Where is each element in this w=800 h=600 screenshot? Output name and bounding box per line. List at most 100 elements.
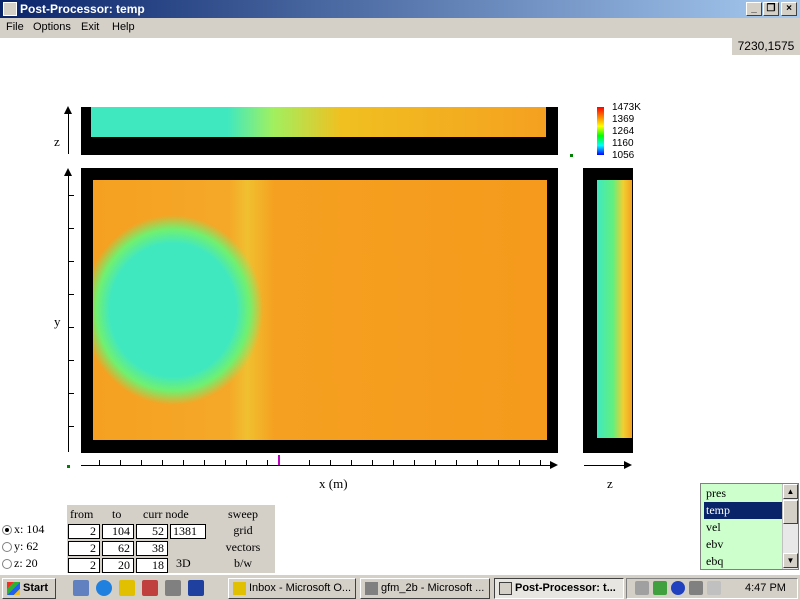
start-label: Start — [23, 582, 49, 594]
word-icon[interactable] — [188, 580, 204, 596]
zy-contour-map[interactable] — [583, 168, 633, 453]
task-gfm[interactable]: gfm_2b - Microsoft ... — [360, 578, 490, 599]
y-tick — [68, 294, 74, 295]
task-label: gfm_2b - Microsoft ... — [381, 582, 485, 594]
header-curr-node: curr node — [143, 507, 189, 521]
x-axis — [81, 465, 553, 466]
bw-button[interactable]: b/w — [234, 556, 252, 570]
scroll-down-icon[interactable]: ▼ — [783, 553, 798, 568]
colorbar-label-min: 1056 — [612, 150, 635, 161]
vectors-button[interactable]: vectors — [225, 540, 261, 554]
x-tick — [204, 460, 205, 465]
zy-temperature-field — [597, 180, 632, 438]
z-axis-side-arrow-icon — [624, 461, 632, 469]
task-label: Inbox - Microsoft O... — [249, 582, 352, 594]
tool-quicklaunch-icon[interactable] — [165, 580, 181, 596]
x-tick — [372, 460, 373, 465]
xz-temperature-field — [91, 107, 546, 137]
to-z-input[interactable]: 20 — [102, 558, 134, 573]
xy-temperature-field — [93, 180, 547, 440]
x-tick — [309, 460, 310, 465]
volume-icon[interactable] — [635, 581, 649, 595]
from-x-input[interactable]: 2 — [68, 524, 100, 539]
app-quicklaunch-icon[interactable] — [142, 580, 158, 596]
curr-y-input[interactable]: 38 — [136, 541, 168, 556]
origin-marker — [67, 465, 70, 468]
radio-x-plane[interactable]: x: 104 — [2, 522, 44, 537]
colorbar-label: 1369 — [612, 114, 635, 125]
control-panel — [67, 505, 275, 573]
from-y-input[interactable]: 2 — [68, 541, 100, 556]
curr-x-input[interactable]: 52 — [136, 524, 168, 539]
x-axis-arrow-icon — [550, 461, 558, 469]
to-x-input[interactable]: 104 — [102, 524, 134, 539]
z-axis-side — [584, 465, 628, 466]
list-item-ebq[interactable]: ebq — [706, 554, 724, 568]
tray-app-icon[interactable] — [671, 581, 685, 595]
x-tick — [99, 460, 100, 465]
colorbar-label: 1160 — [612, 138, 634, 149]
variable-listbox[interactable]: pres temp vel ebv ebq ▲ ▼ — [700, 483, 799, 570]
clock[interactable]: 4:47 PM — [745, 582, 786, 594]
x-tick — [162, 460, 163, 465]
y-tick — [68, 228, 74, 229]
list-item-pres[interactable]: pres — [706, 486, 726, 500]
post-processor-task-icon — [499, 582, 512, 595]
curr-z-input[interactable]: 18 — [136, 558, 168, 573]
menu-exit[interactable]: Exit — [81, 21, 100, 33]
radio-label: z: 20 — [14, 556, 38, 570]
x-tick — [351, 460, 352, 465]
radio-icon — [2, 559, 12, 570]
restore-button[interactable]: ❐ — [763, 2, 779, 16]
listbox-scrollbar[interactable]: ▲ ▼ — [782, 484, 798, 569]
app-task-icon — [365, 582, 378, 595]
network-icon[interactable] — [653, 581, 667, 595]
radio-label: y: 62 — [14, 539, 39, 553]
menu-file[interactable]: File — [6, 21, 24, 33]
scroll-thumb[interactable] — [783, 500, 798, 524]
task-post-processor[interactable]: Post-Processor: t... — [494, 578, 624, 599]
app-icon — [3, 2, 17, 16]
radio-z-plane[interactable]: z: 20 — [2, 556, 38, 571]
menu-help[interactable]: Help — [112, 21, 135, 33]
xz-contour-map[interactable] — [81, 107, 558, 155]
xy-contour-map[interactable] — [81, 168, 558, 453]
window-title: Post-Processor: temp — [20, 2, 145, 16]
from-z-input[interactable]: 2 — [68, 558, 100, 573]
x-tick — [267, 460, 268, 465]
minimize-button[interactable]: _ — [746, 2, 762, 16]
sweep-button[interactable]: sweep — [228, 507, 258, 521]
radio-y-plane[interactable]: y: 62 — [2, 539, 38, 554]
start-button[interactable]: Start — [2, 578, 56, 599]
list-item-temp[interactable]: temp — [704, 502, 782, 519]
x-tick — [393, 460, 394, 465]
list-item-ebv[interactable]: ebv — [706, 537, 724, 551]
scroll-up-icon[interactable]: ▲ — [783, 484, 798, 499]
x-tick — [477, 460, 478, 465]
outlook-icon[interactable] — [119, 580, 135, 596]
menu-options[interactable]: Options — [33, 21, 71, 33]
menu-bar: File Options Exit Help — [0, 18, 800, 38]
tray-utility-icon[interactable] — [689, 581, 703, 595]
radio-label: x: 104 — [14, 522, 45, 536]
y-tick — [68, 195, 74, 196]
internet-explorer-icon[interactable] — [96, 580, 112, 596]
close-button[interactable]: × — [781, 2, 797, 16]
grid-button[interactable]: grid — [233, 523, 253, 537]
task-inbox[interactable]: Inbox - Microsoft O... — [228, 578, 356, 599]
y-axis-label: y — [54, 314, 61, 329]
to-y-input[interactable]: 62 — [102, 541, 134, 556]
y-tick — [68, 261, 74, 262]
outlook-task-icon — [233, 582, 246, 595]
x-tick — [456, 460, 457, 465]
x-tick — [330, 460, 331, 465]
list-item-vel[interactable]: vel — [706, 520, 721, 534]
show-desktop-icon[interactable] — [73, 580, 89, 596]
task-label: Post-Processor: t... — [515, 582, 616, 594]
tray-settings-icon[interactable] — [707, 581, 721, 595]
colorbar-label-max: 1473K — [612, 102, 641, 113]
system-tray: 4:47 PM — [626, 578, 798, 599]
3d-button[interactable]: 3D — [176, 556, 191, 570]
y-axis-arrow-icon — [64, 168, 72, 176]
header-from: from — [70, 507, 94, 521]
